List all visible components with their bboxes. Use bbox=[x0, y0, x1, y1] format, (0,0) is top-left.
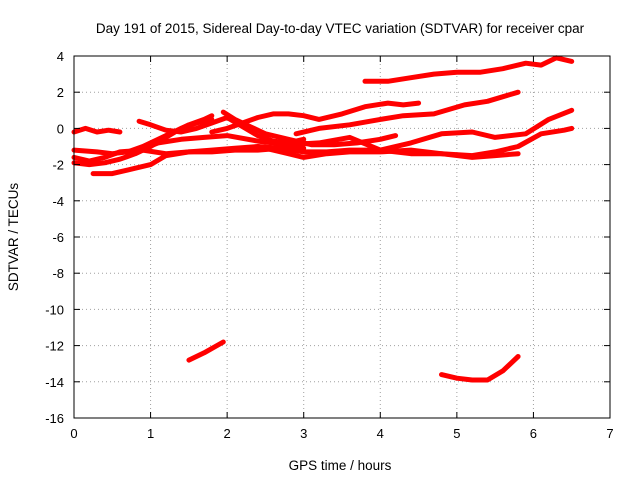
series-arc-13 bbox=[439, 354, 521, 383]
x-tick-label: 7 bbox=[606, 426, 613, 441]
x-tick-label: 0 bbox=[70, 426, 77, 441]
y-tick-label: -16 bbox=[45, 411, 64, 426]
y-tick-label: -6 bbox=[52, 230, 64, 245]
y-tick-label: 0 bbox=[57, 121, 64, 136]
series-arc-9 bbox=[209, 100, 422, 135]
x-tick-label: 4 bbox=[377, 426, 384, 441]
y-tick-label: 2 bbox=[57, 85, 64, 100]
series-arc-1 bbox=[71, 125, 123, 135]
x-tick-label: 6 bbox=[530, 426, 537, 441]
x-tick-label: 3 bbox=[300, 426, 307, 441]
grid bbox=[74, 56, 610, 418]
x-tick-label: 5 bbox=[453, 426, 460, 441]
series-arc-10 bbox=[255, 144, 521, 160]
y-tick-label: -4 bbox=[52, 194, 64, 209]
x-tick-label: 1 bbox=[147, 426, 154, 441]
series-arc-5 bbox=[90, 107, 575, 177]
y-axis-title: SDTVAR / TECUs bbox=[6, 183, 21, 292]
x-tick-label: 2 bbox=[224, 426, 231, 441]
y-tick-label: -14 bbox=[45, 375, 64, 390]
series-arc-7 bbox=[136, 115, 307, 146]
y-tick-label: -8 bbox=[52, 266, 64, 281]
series-arc-12 bbox=[362, 55, 575, 84]
x-axis-title: GPS time / hours bbox=[289, 458, 392, 473]
series-arc-11 bbox=[293, 89, 521, 137]
y-tick-label: -2 bbox=[52, 158, 64, 173]
y-tick-label: -10 bbox=[45, 302, 64, 317]
y-tick-label: -12 bbox=[45, 339, 64, 354]
chart-title: Day 191 of 2015, Sidereal Day-to-day VTE… bbox=[96, 21, 585, 36]
series-group bbox=[71, 55, 575, 383]
axis-ticks: 0 1 2 3 4 5 6 7 -16 -14 -12 -10 -8 -6 -4 -2 0 2 4 bbox=[45, 49, 613, 441]
y-tick-label: 4 bbox=[57, 49, 64, 64]
series-arc-14 bbox=[186, 339, 226, 363]
